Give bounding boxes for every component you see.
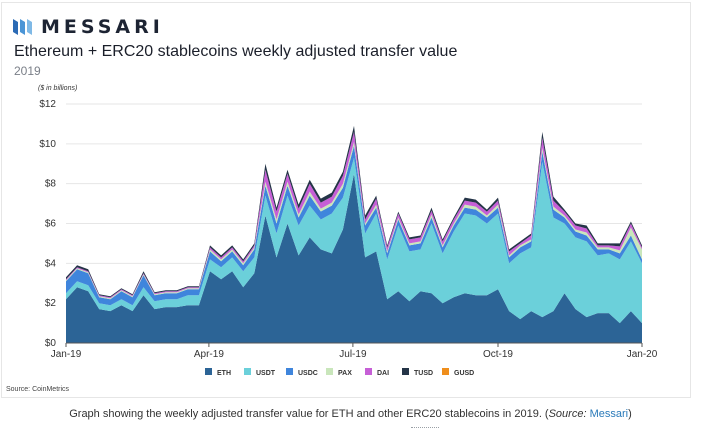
y-tick-label: $8	[45, 179, 57, 190]
stacked-area-chart: $0 $2 $4 $6 $8 $10 $12 Jan-19 Apr-19 Jul-19 Oct-19…	[39, 99, 658, 377]
messari-logo: MESSARI	[13, 16, 164, 38]
x-tick-label: Jan-19	[51, 349, 82, 360]
y-tick-label: $0	[45, 338, 57, 349]
caption-close: )	[628, 408, 632, 420]
caption-divider	[411, 427, 439, 428]
y-tick-label: $10	[39, 139, 56, 150]
legend-swatch-tusd	[402, 368, 409, 375]
y-tick-label: $6	[45, 219, 57, 230]
legend-label-eth: ETH	[217, 370, 231, 377]
legend-label-dai: DAI	[377, 370, 389, 377]
legend-label-tusd: TUSD	[414, 370, 433, 377]
x-tick-label: Apr-19	[194, 349, 224, 360]
legend-swatch-pax	[326, 368, 333, 375]
caption: Graph showing the weekly adjusted transf…	[0, 408, 701, 420]
legend-swatch-dai	[365, 368, 372, 375]
y-tick-label: $2	[45, 298, 57, 309]
legend-label-gusd: GUSD	[454, 370, 474, 377]
unit-label: ($ in billions)	[38, 85, 78, 92]
legend-label-usdt: USDT	[256, 370, 276, 377]
legend-swatch-eth	[205, 368, 212, 375]
legend-swatch-gusd	[442, 368, 449, 375]
source-note: Source: CoinMetrics	[6, 386, 70, 393]
chart-subtitle: 2019	[14, 64, 41, 78]
legend-label-pax: PAX	[338, 370, 352, 377]
brand-name: MESSARI	[41, 16, 164, 38]
x-tick-label: Oct-19	[483, 349, 513, 360]
messari-link[interactable]: Messari	[589, 408, 629, 420]
legend-label-usdc: USDC	[298, 370, 318, 377]
x-tick-label: Jan-20	[627, 349, 658, 360]
caption-source-label: Source:	[548, 408, 587, 420]
caption-text: Graph showing the weekly adjusted transf…	[69, 408, 549, 420]
y-tick-label: $12	[39, 99, 56, 110]
area-series-usdt	[66, 157, 642, 324]
chart-title: Ethereum + ERC20 stablecoins weekly adju…	[14, 43, 458, 60]
y-tick-label: $4	[45, 258, 57, 269]
legend-swatch-usdt	[244, 368, 251, 375]
x-tick-label: Jul-19	[339, 349, 367, 360]
messari-logo-icon	[13, 19, 32, 35]
area-series-eth	[66, 173, 642, 343]
legend-swatch-usdc	[286, 368, 293, 375]
